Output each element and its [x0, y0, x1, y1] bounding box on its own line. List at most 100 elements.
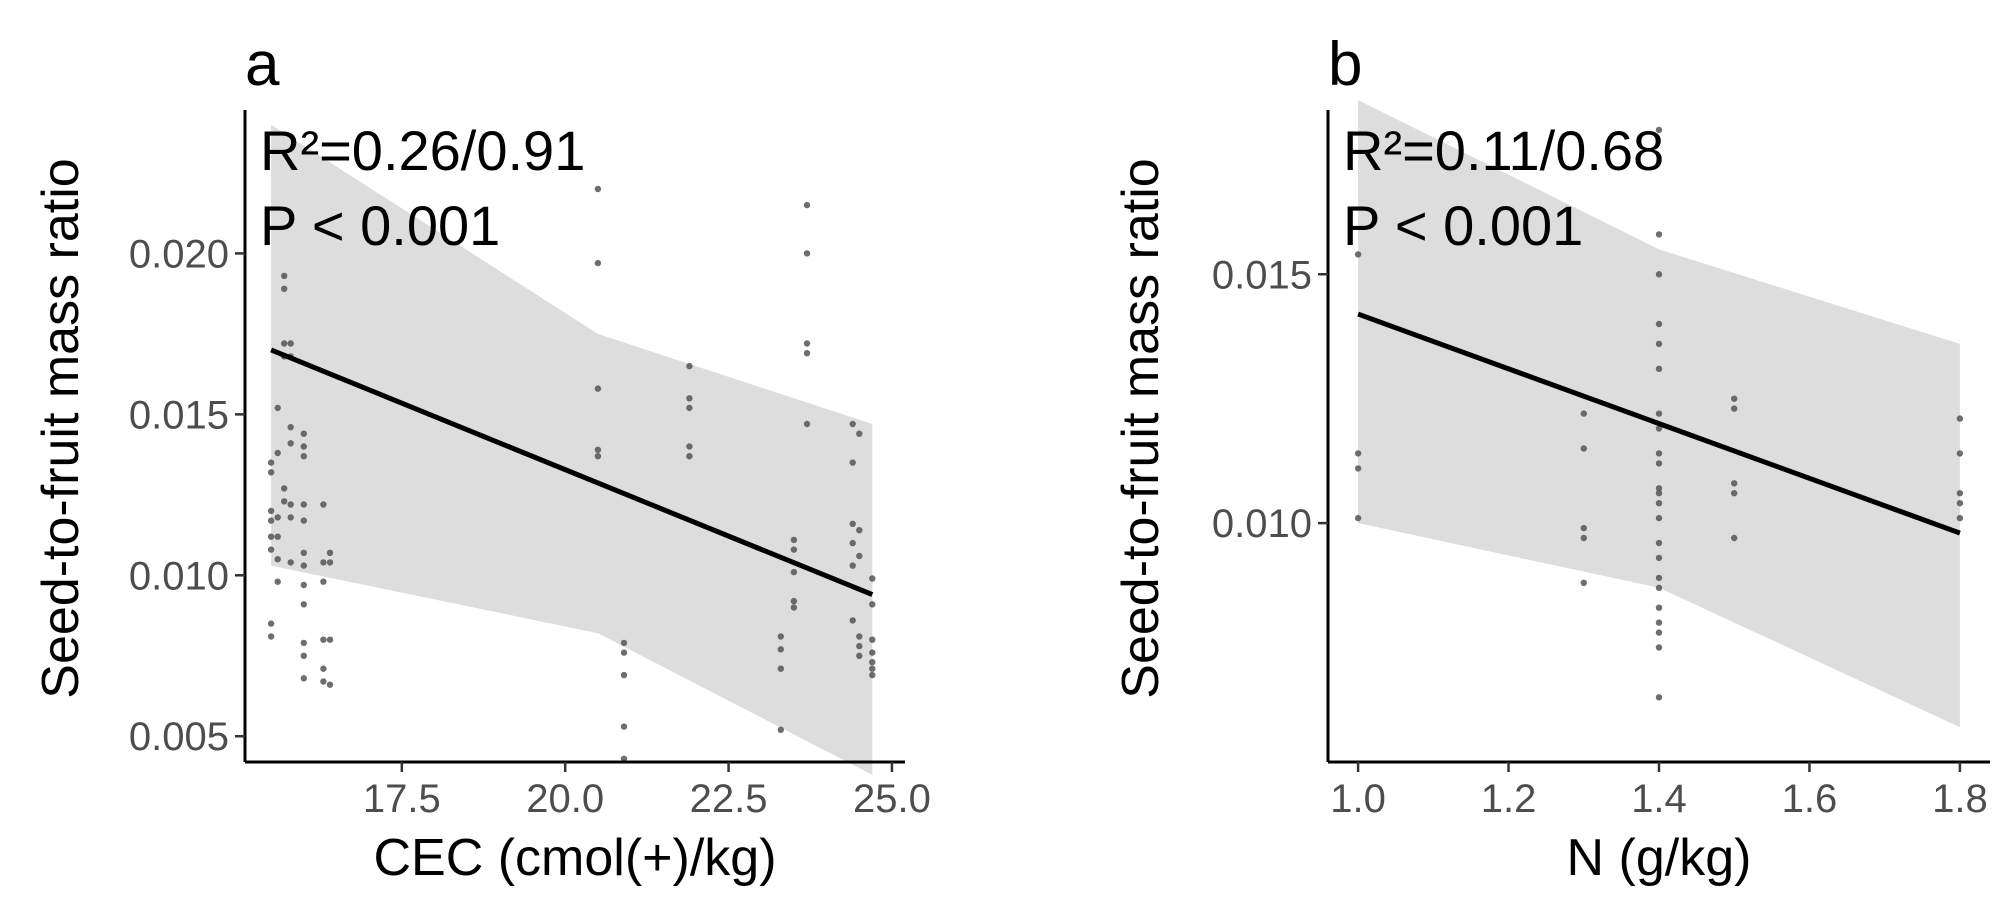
data-point [1655, 514, 1663, 522]
data-point [300, 601, 307, 608]
data-point [1655, 365, 1663, 372]
x-tick-label: 1.2 [1481, 777, 1537, 821]
data-point [300, 430, 307, 437]
data-point [274, 556, 281, 563]
data-point [790, 546, 798, 553]
data-point [281, 272, 288, 280]
panel-a: 17.5 20.0 22.5 25.0 0.005 0.010 0.015 0.020 CEC … [32, 30, 931, 887]
data-point [300, 581, 307, 589]
data-point [274, 514, 281, 521]
y-tick-label: 0.020 [129, 232, 229, 276]
data-point [1354, 465, 1362, 472]
x-axis-title: CEC (cmol(+)/kg) [373, 829, 776, 887]
data-point [1731, 405, 1738, 412]
data-point [320, 636, 327, 643]
data-point [281, 285, 288, 292]
data-point [1655, 231, 1663, 238]
data-point [1655, 460, 1663, 467]
data-point [1655, 604, 1663, 611]
data-point [326, 559, 334, 566]
data-point [856, 430, 863, 437]
panel-b: 1.0 1.2 1.4 1.6 1.8 0.010 0.015 N (g/kg) Seed-to… [1112, 30, 1990, 887]
data-point [1655, 490, 1663, 497]
data-point [267, 546, 275, 553]
data-point [594, 185, 602, 193]
data-point [300, 501, 307, 508]
data-point [1731, 534, 1738, 542]
data-point [790, 536, 798, 544]
data-point [1580, 410, 1588, 417]
data-point [869, 659, 876, 666]
regression-line [1357, 311, 1961, 536]
data-point [856, 642, 863, 650]
data-point [1655, 410, 1663, 417]
data-point [856, 652, 863, 659]
data-point [777, 726, 784, 733]
data-point [287, 514, 294, 521]
data-point [594, 259, 602, 267]
data-point [803, 340, 811, 347]
y-tick-label: 0.005 [129, 715, 229, 759]
data-point [281, 498, 288, 505]
data-point [1655, 644, 1663, 651]
data-point [300, 517, 307, 524]
regression-line [270, 347, 874, 597]
data-point [267, 533, 275, 540]
data-point [849, 617, 856, 624]
data-point [267, 469, 275, 476]
data-point [274, 533, 281, 540]
data-point [1655, 500, 1663, 507]
data-point [1956, 450, 1964, 457]
data-point [856, 633, 863, 640]
data-point [686, 404, 693, 412]
data-point [1655, 574, 1663, 582]
data-point [320, 559, 327, 566]
data-point [803, 420, 811, 428]
y-axis-title: Seed-to-fruit mass ratio [1112, 158, 1170, 698]
data-point [300, 549, 307, 556]
data-point [1956, 500, 1964, 507]
x-tick-label: 1.6 [1782, 777, 1838, 821]
data-point [777, 646, 784, 653]
p-value-annotation: P < 0.001 [260, 194, 500, 257]
data-point [1731, 490, 1738, 497]
data-point [267, 620, 275, 627]
data-point [869, 636, 876, 643]
data-point [1580, 579, 1588, 586]
data-point [320, 501, 327, 508]
data-point [1655, 271, 1663, 278]
data-point [620, 723, 628, 730]
data-point [869, 665, 876, 672]
data-point [267, 459, 275, 466]
data-point [1655, 584, 1663, 591]
data-point [1655, 425, 1663, 432]
y-axis-title: Seed-to-fruit mass ratio [32, 158, 90, 698]
data-point [267, 507, 275, 515]
data-point [1655, 619, 1663, 626]
data-point [869, 649, 876, 656]
r-squared-annotation: R²=0.26/0.91 [260, 119, 585, 182]
data-point [686, 395, 693, 402]
data-point [1655, 629, 1663, 636]
data-point [790, 568, 798, 576]
data-point [856, 552, 863, 560]
y-tick-label: 0.010 [129, 554, 229, 598]
data-point [1655, 694, 1663, 701]
x-tick-label: 17.5 [363, 777, 441, 821]
data-point [1354, 251, 1362, 258]
data-point [300, 652, 307, 659]
data-point [287, 440, 294, 447]
data-point [849, 562, 856, 569]
confidence-band [271, 124, 873, 775]
y-tick-label: 0.010 [1212, 502, 1312, 546]
data-point [1731, 395, 1738, 402]
data-point [1655, 554, 1663, 562]
data-point [300, 562, 307, 569]
data-point [849, 459, 856, 466]
data-point [300, 443, 307, 450]
data-point [1655, 450, 1663, 457]
x-tick-label: 1.0 [1330, 777, 1386, 821]
data-point [274, 404, 281, 412]
data-point [287, 424, 294, 431]
data-point [620, 649, 628, 656]
